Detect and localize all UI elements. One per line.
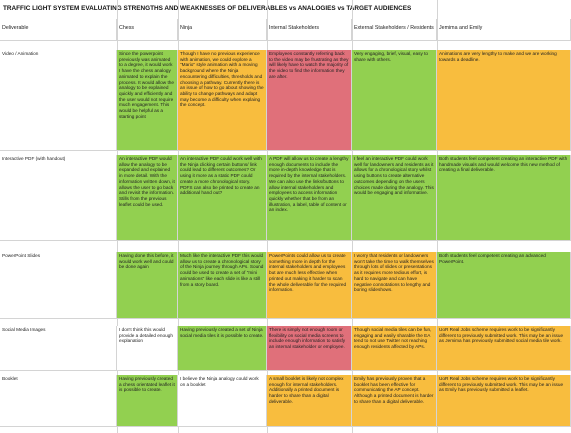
row-label: PowerPoint Slides [0, 252, 117, 319]
cell: I feel an interactive PDF could work wel… [352, 155, 437, 241]
cell: An interactive PDF would allow the analo… [117, 155, 178, 241]
column-header: Ninja [178, 19, 267, 41]
cell: Since the powerpoint previously was anim… [117, 50, 178, 151]
cell: Having done this before, it would work w… [117, 252, 178, 319]
cell: Having previously created a set of Ninja… [178, 326, 267, 371]
cell: Both students feel competent creating an… [437, 252, 571, 319]
cell: I worry that residents or landowners won… [352, 252, 437, 319]
cell: I believe the Ninja analogy could work o… [178, 375, 267, 427]
cell: UoR Real Jobs scheme requires work to be… [437, 375, 571, 427]
row-label: Booklet [0, 375, 117, 427]
column-header: Deliverable [0, 19, 117, 41]
cell: Animations are very lengthy to make and … [437, 50, 571, 151]
cell: An interactive PDF could work well with … [178, 155, 267, 241]
cell: A small booklet is likely not complex en… [267, 375, 352, 427]
cell: Having previously created a chess orient… [117, 375, 178, 427]
cell: Very engaging, brief, visual, easy to sh… [352, 50, 437, 151]
cell: I don't think this would provide a detai… [117, 326, 178, 371]
row-label: Social Media Images [0, 326, 117, 371]
cell: UoR Real Jobs scheme requires work to be… [437, 326, 571, 371]
column-header: External Stakeholders / Residents [352, 19, 437, 41]
cell: A PDF will allow us to create a lengthy … [267, 155, 352, 241]
column-header: Internal Stakeholders [267, 19, 352, 41]
cell: Employees constantly referring back to t… [267, 50, 352, 151]
cell: Both students feel competent creating an… [437, 155, 571, 241]
cell: There is simply not enough room or flexi… [267, 326, 352, 371]
cell: Much like the interactive PDF this would… [178, 252, 267, 319]
title: TRAFFIC LIGHT SYSTEM EVALUATING STRENGTH… [3, 5, 412, 12]
row-label: Video / Animation [0, 50, 117, 151]
row-label: Interactive PDF (with handout) [0, 155, 117, 241]
column-header: Chess [117, 19, 178, 41]
cell: Though I have no previous experience wit… [178, 50, 267, 151]
cell: Though social media tiles can be fun, en… [352, 326, 437, 371]
cell: Emily has previously proven that a bookl… [352, 375, 437, 427]
cell: PowerPoints could allow us to create som… [267, 252, 352, 319]
column-header: Jemima and Emily [437, 19, 571, 41]
